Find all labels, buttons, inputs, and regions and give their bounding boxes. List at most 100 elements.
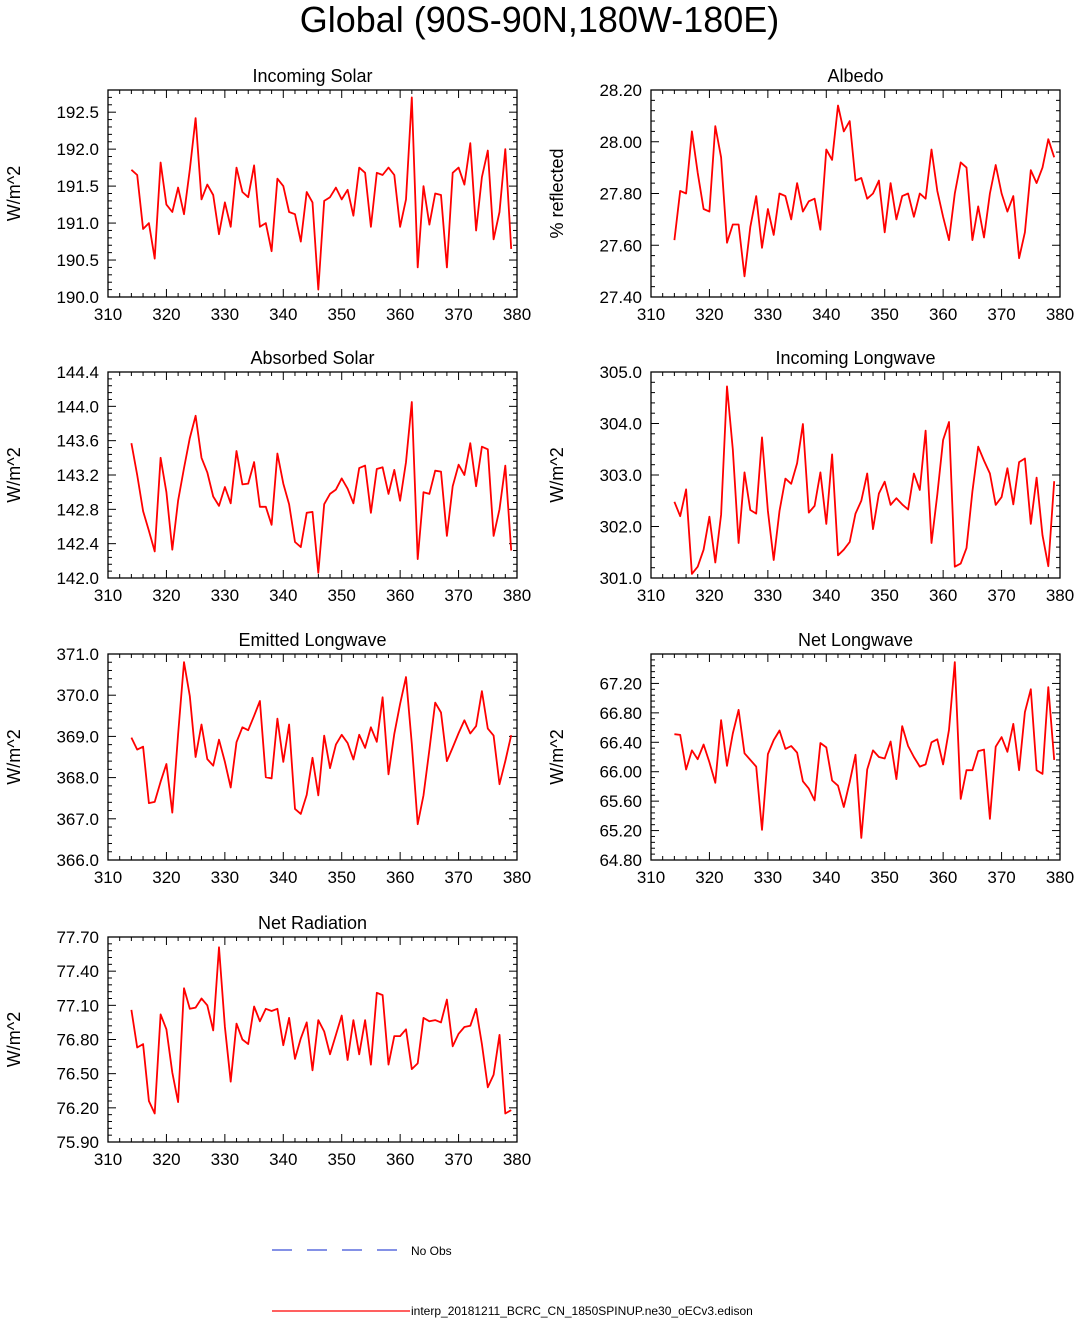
plot-frame — [107, 653, 518, 861]
legend-model-label: interp_20181211_BCRC_CN_1850SPINUP.ne30_… — [411, 1304, 753, 1318]
x-tick-label: 340 — [269, 586, 297, 605]
y-axis-label: W/m^2 — [547, 447, 567, 502]
chart-title: Emitted Longwave — [238, 630, 386, 650]
chart-net-radiation: Net Radiation W/m^2 310 320 330 340 350 360 370 3… — [4, 913, 531, 1169]
x-tick-label: 340 — [269, 868, 297, 887]
x-tick-label: 330 — [754, 868, 782, 887]
x-tick-label: 330 — [754, 305, 782, 324]
x-tick-label: 310 — [637, 305, 665, 324]
x-tick-label: 320 — [695, 586, 723, 605]
x-tick-label: 380 — [1046, 305, 1074, 324]
x-tick-label: 350 — [871, 586, 899, 605]
chart-emitted-longwave: Emitted Longwave W/m^2 310 320 330 340 350 360 3… — [4, 630, 531, 887]
x-tick-label: 360 — [929, 305, 957, 324]
y-tick-label: 76.80 — [56, 1031, 99, 1050]
y-tick-label: 144.0 — [56, 397, 99, 416]
x-tick-label: 380 — [503, 586, 531, 605]
x-tick-label: 310 — [637, 868, 665, 887]
x-tick-label: 360 — [386, 868, 414, 887]
x-tick-label: 360 — [386, 586, 414, 605]
x-tick-label: 320 — [695, 868, 723, 887]
x-tick-label: 350 — [871, 305, 899, 324]
x-tick-label: 360 — [929, 868, 957, 887]
y-tick-label: 368.0 — [56, 769, 99, 788]
x-tick-label: 310 — [94, 586, 122, 605]
y-tick-label: 77.70 — [56, 928, 99, 947]
y-tick-label: 370.0 — [56, 686, 99, 705]
y-axis-label: W/m^2 — [4, 166, 24, 221]
x-tick-label: 350 — [328, 1150, 356, 1169]
x-tick-label: 310 — [94, 1150, 122, 1169]
y-tick-label: 301.0 — [599, 569, 642, 588]
chart-title: Net Longwave — [798, 630, 913, 650]
x-tick-label: 370 — [987, 868, 1015, 887]
y-tick-label: 192.5 — [56, 103, 99, 122]
y-tick-label: 66.80 — [599, 704, 642, 723]
x-tick-label: 320 — [152, 868, 180, 887]
y-tick-label: 66.40 — [599, 733, 642, 752]
y-axis-label: W/m^2 — [547, 729, 567, 784]
y-tick-label: 192.0 — [56, 140, 99, 159]
y-tick-label: 27.40 — [599, 288, 642, 307]
x-tick-label: 370 — [444, 586, 472, 605]
y-tick-label: 304.0 — [599, 415, 642, 434]
chart-albedo: Albedo % reflected 310 320 330 340 350 360 370 38… — [547, 66, 1074, 324]
y-tick-label: 305.0 — [599, 363, 642, 382]
y-tick-label: 143.2 — [56, 466, 99, 485]
chart-net-longwave: Net Longwave W/m^2 310 320 330 340 350 360 370 38… — [547, 630, 1074, 887]
y-tick-label: 303.0 — [599, 466, 642, 485]
chart-incoming-solar: Incoming Solar W/m^2 310 320 330 340 350 360 370… — [4, 66, 531, 324]
legend-obs-label: No Obs — [411, 1244, 452, 1258]
y-tick-label: 28.00 — [599, 133, 642, 152]
chart-title: Net Radiation — [258, 913, 367, 933]
plot-frame — [650, 653, 1061, 861]
x-tick-label: 340 — [812, 305, 840, 324]
y-tick-label: 75.90 — [56, 1133, 99, 1152]
x-tick-label: 330 — [211, 586, 239, 605]
y-tick-label: 77.10 — [56, 996, 99, 1015]
x-tick-label: 350 — [328, 305, 356, 324]
x-tick-label: 310 — [94, 868, 122, 887]
series-line — [130, 401, 513, 574]
y-tick-label: 191.0 — [56, 214, 99, 233]
x-tick-label: 380 — [1046, 868, 1074, 887]
chart-absorbed-solar: Absorbed Solar W/m^2 310 320 330 340 350 360 370… — [4, 348, 531, 605]
x-tick-label: 330 — [754, 586, 782, 605]
chart-incoming-longwave: Incoming Longwave W/m^2 310 320 330 340 350 360… — [547, 348, 1074, 605]
y-tick-label: 143.6 — [56, 432, 99, 451]
x-tick-label: 330 — [211, 868, 239, 887]
y-tick-label: 76.50 — [56, 1065, 99, 1084]
y-tick-label: 65.60 — [599, 792, 642, 811]
series-line — [673, 385, 1056, 575]
x-tick-label: 360 — [386, 305, 414, 324]
y-tick-label: 144.4 — [56, 363, 99, 382]
x-tick-label: 340 — [269, 1150, 297, 1169]
chart-title: Absorbed Solar — [250, 348, 374, 368]
series-line — [130, 96, 513, 291]
x-tick-label: 380 — [1046, 586, 1074, 605]
y-tick-label: 27.60 — [599, 236, 642, 255]
y-tick-label: 76.20 — [56, 1099, 99, 1118]
plot-frame — [650, 89, 1061, 298]
chart-title: Incoming Longwave — [775, 348, 935, 368]
x-tick-label: 370 — [987, 586, 1015, 605]
x-tick-label: 330 — [211, 1150, 239, 1169]
x-tick-label: 340 — [812, 868, 840, 887]
y-tick-label: 302.0 — [599, 518, 642, 537]
y-tick-label: 369.0 — [56, 727, 99, 746]
chart-title: Albedo — [827, 66, 883, 86]
x-tick-label: 320 — [152, 1150, 180, 1169]
y-axis-label: W/m^2 — [4, 1012, 24, 1067]
y-tick-label: 371.0 — [56, 645, 99, 664]
y-tick-label: 77.40 — [56, 962, 99, 981]
y-axis-label: % reflected — [547, 148, 567, 238]
y-tick-label: 142.8 — [56, 500, 99, 519]
x-tick-label: 380 — [503, 868, 531, 887]
x-tick-label: 350 — [328, 586, 356, 605]
y-tick-label: 64.80 — [599, 851, 642, 870]
y-tick-label: 66.00 — [599, 763, 642, 782]
y-tick-label: 27.80 — [599, 185, 642, 204]
x-tick-label: 360 — [386, 1150, 414, 1169]
x-tick-label: 370 — [444, 305, 472, 324]
